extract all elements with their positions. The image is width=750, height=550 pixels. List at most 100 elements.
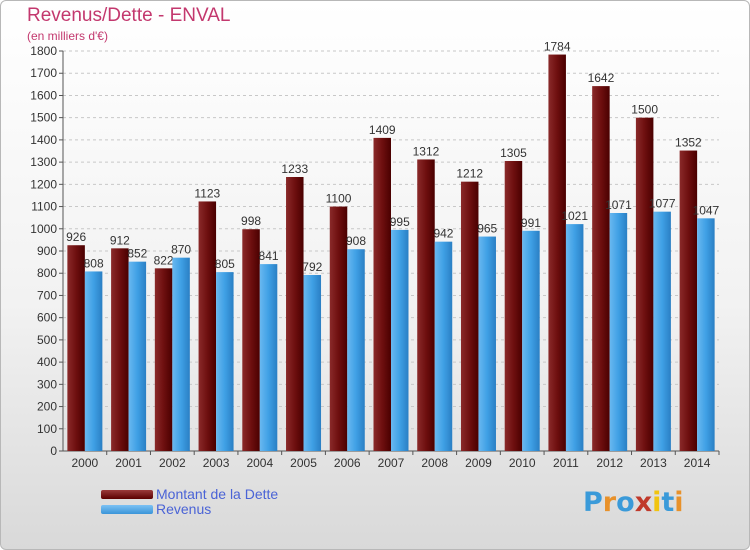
data-label-debt: 1642	[588, 71, 615, 85]
y-tick-label: 1100	[31, 200, 57, 214]
legend-swatch-debt	[101, 490, 153, 499]
x-tick-label: 2011	[553, 456, 579, 470]
bar-debt	[460, 181, 479, 451]
bar-revenue	[128, 261, 147, 451]
data-label-debt: 1305	[500, 146, 527, 160]
data-label-revenue: 1047	[693, 203, 720, 217]
y-tick-label: 1600	[30, 88, 57, 102]
data-label-revenue: 942	[433, 227, 453, 241]
bar-debt	[329, 206, 348, 451]
data-label-debt: 1212	[456, 167, 483, 181]
bar-revenue	[391, 229, 409, 451]
y-tick-label: 300	[37, 377, 57, 391]
bar-debt	[242, 229, 260, 451]
x-tick-label: 2000	[72, 456, 99, 470]
data-label-debt: 822	[154, 253, 174, 267]
data-label-debt: 912	[110, 233, 130, 247]
data-label-revenue: 870	[171, 243, 191, 257]
bar-debt	[417, 159, 435, 451]
x-tick-label: 2001	[115, 456, 142, 470]
logo-letter: t	[661, 487, 675, 518]
logo-letter: o	[616, 487, 635, 518]
bar-debt	[679, 150, 698, 452]
x-tick-label: 2008	[421, 456, 448, 470]
bar-revenue	[172, 257, 190, 451]
data-label-revenue: 1077	[649, 197, 676, 211]
y-tick-label: 1400	[30, 133, 57, 147]
y-tick-label: 700	[37, 288, 57, 302]
bar-revenue	[347, 249, 365, 451]
x-tick-label: 2004	[246, 456, 273, 470]
y-tick-label: 500	[37, 333, 57, 347]
logo-letter: i	[652, 487, 662, 518]
y-tick-label: 1700	[30, 66, 57, 80]
x-tick-label: 2007	[378, 456, 405, 470]
x-tick-label: 2002	[159, 456, 186, 470]
y-tick-label: 1800	[30, 44, 57, 58]
data-label-debt: 1123	[194, 186, 220, 200]
bar-debt	[286, 177, 304, 451]
bar-revenue	[565, 224, 584, 451]
bar-debt	[504, 161, 523, 451]
logo-letter: x	[634, 487, 653, 518]
data-label-revenue: 852	[127, 247, 147, 261]
data-label-revenue: 991	[521, 216, 541, 230]
y-tick-label: 0	[50, 444, 57, 458]
bar-debt	[373, 137, 391, 451]
x-tick-label: 2009	[465, 456, 492, 470]
data-label-debt: 1352	[675, 136, 702, 150]
bar-revenue	[697, 218, 715, 451]
bar-revenue	[434, 241, 453, 451]
data-label-revenue: 995	[390, 215, 410, 229]
bar-debt	[154, 268, 173, 451]
legend-label-revenue: Revenus	[156, 501, 212, 517]
bar-debt	[111, 248, 129, 451]
bar-revenue	[478, 236, 496, 451]
chart-title: Revenus/Dette - ENVAL	[27, 5, 231, 26]
bar-debt	[548, 54, 566, 452]
x-tick-label: 2003	[203, 456, 230, 470]
data-label-debt: 926	[66, 230, 86, 244]
bar-debt	[67, 245, 85, 451]
data-label-revenue: 805	[215, 257, 235, 271]
y-tick-label: 1300	[30, 155, 57, 169]
x-tick-label: 2010	[509, 456, 536, 470]
x-tick-label: 2014	[684, 456, 711, 470]
proxiti-logo: Proxiti	[583, 487, 684, 518]
logo-letter: P	[583, 487, 603, 518]
y-tick-label: 1000	[30, 222, 57, 236]
y-tick-label: 900	[37, 244, 57, 258]
data-label-debt: 1784	[544, 40, 571, 54]
chart-subtitle: (en milliers d'€)	[27, 29, 108, 43]
y-tick-label: 1200	[30, 177, 57, 191]
data-label-revenue: 965	[477, 222, 497, 236]
bar-debt	[635, 117, 654, 452]
logo-letter: r	[602, 487, 617, 518]
bar-revenue	[653, 211, 671, 451]
data-label-revenue: 908	[346, 234, 366, 248]
legend-swatch-revenue	[101, 505, 153, 514]
y-tick-label: 600	[37, 311, 57, 325]
data-label-revenue: 841	[259, 249, 279, 263]
y-tick-label: 1500	[30, 111, 57, 125]
bar-revenue	[259, 264, 278, 451]
y-tick-label: 400	[37, 355, 57, 369]
data-label-debt: 1409	[369, 123, 396, 137]
x-tick-label: 2013	[640, 456, 667, 470]
bar-debt	[592, 86, 610, 451]
y-tick-label: 200	[37, 400, 57, 414]
data-label-revenue: 1021	[561, 209, 588, 223]
data-label-debt: 1233	[281, 162, 308, 176]
data-label-revenue: 808	[84, 256, 104, 270]
bar-revenue	[303, 275, 322, 451]
legend-label-debt: Montant de la Dette	[156, 486, 279, 502]
x-tick-label: 2012	[596, 456, 623, 470]
data-label-debt: 1100	[326, 192, 352, 206]
logo-letter: i	[674, 487, 684, 518]
y-tick-label: 800	[37, 266, 57, 280]
bar-revenue	[84, 271, 103, 451]
bar-revenue	[216, 272, 234, 451]
data-label-debt: 1500	[631, 103, 658, 117]
data-label-debt: 998	[241, 214, 261, 228]
